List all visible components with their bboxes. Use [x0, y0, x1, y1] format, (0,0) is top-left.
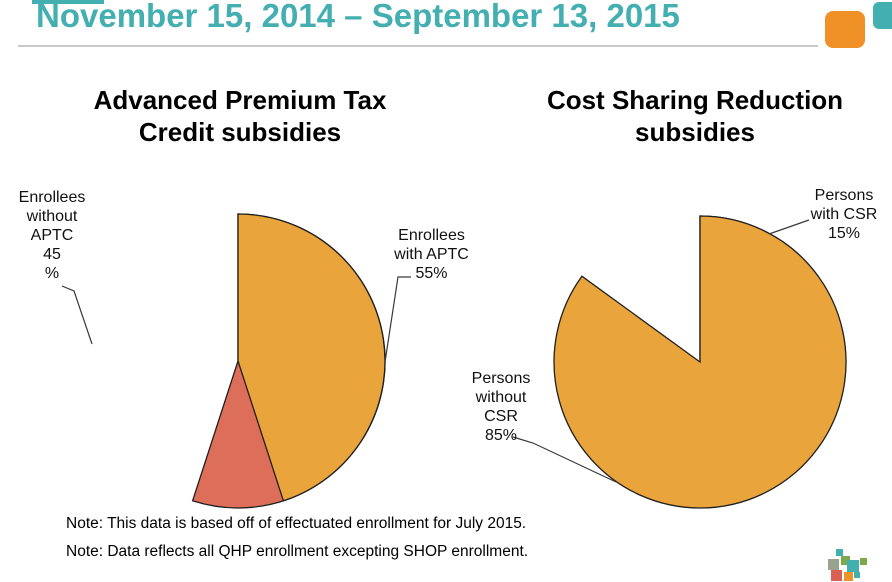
- pie-chart-csr: [553, 215, 847, 509]
- leader-line-without-aptc: [61, 285, 93, 345]
- top-left-teal-accent: [32, 0, 104, 4]
- teal-accent-tab: [873, 2, 892, 29]
- chart-title-csr: Cost Sharing Reduction subsidies: [546, 85, 844, 147]
- pie-label-persons-with-csr: Persons with CSR 15%: [810, 187, 878, 242]
- title-underline: [18, 45, 818, 47]
- pie-label-enrollees-with-aptc: Enrollees with APTC 55%: [394, 227, 469, 282]
- pie-slice-persons-without-csr: [553, 215, 847, 509]
- pie-label-enrollees-without-aptc: Enrollees without APTC 45 %: [18, 189, 86, 282]
- pie-slice-enrollees-without-aptc: [237, 213, 386, 502]
- pie-chart-aptc: [191, 213, 386, 509]
- note-effectuated-enrollment: Note: This data is based off of effectua…: [66, 515, 527, 532]
- leader-line-without-csr: [512, 436, 617, 483]
- page-title: November 15, 2014 – September 13, 2015: [36, 0, 680, 34]
- chart-title-aptc: Advanced Premium Tax Credit subsidies: [93, 85, 387, 147]
- note-qhp-enrollment: Note: Data reflects all QHP enrollment e…: [66, 543, 529, 560]
- leader-line-with-aptc: [384, 276, 411, 363]
- leader-line-with-csr: [768, 219, 810, 235]
- pie-label-persons-without-csr: Persons without CSR 85%: [471, 370, 531, 444]
- orange-accent-square: [825, 11, 865, 48]
